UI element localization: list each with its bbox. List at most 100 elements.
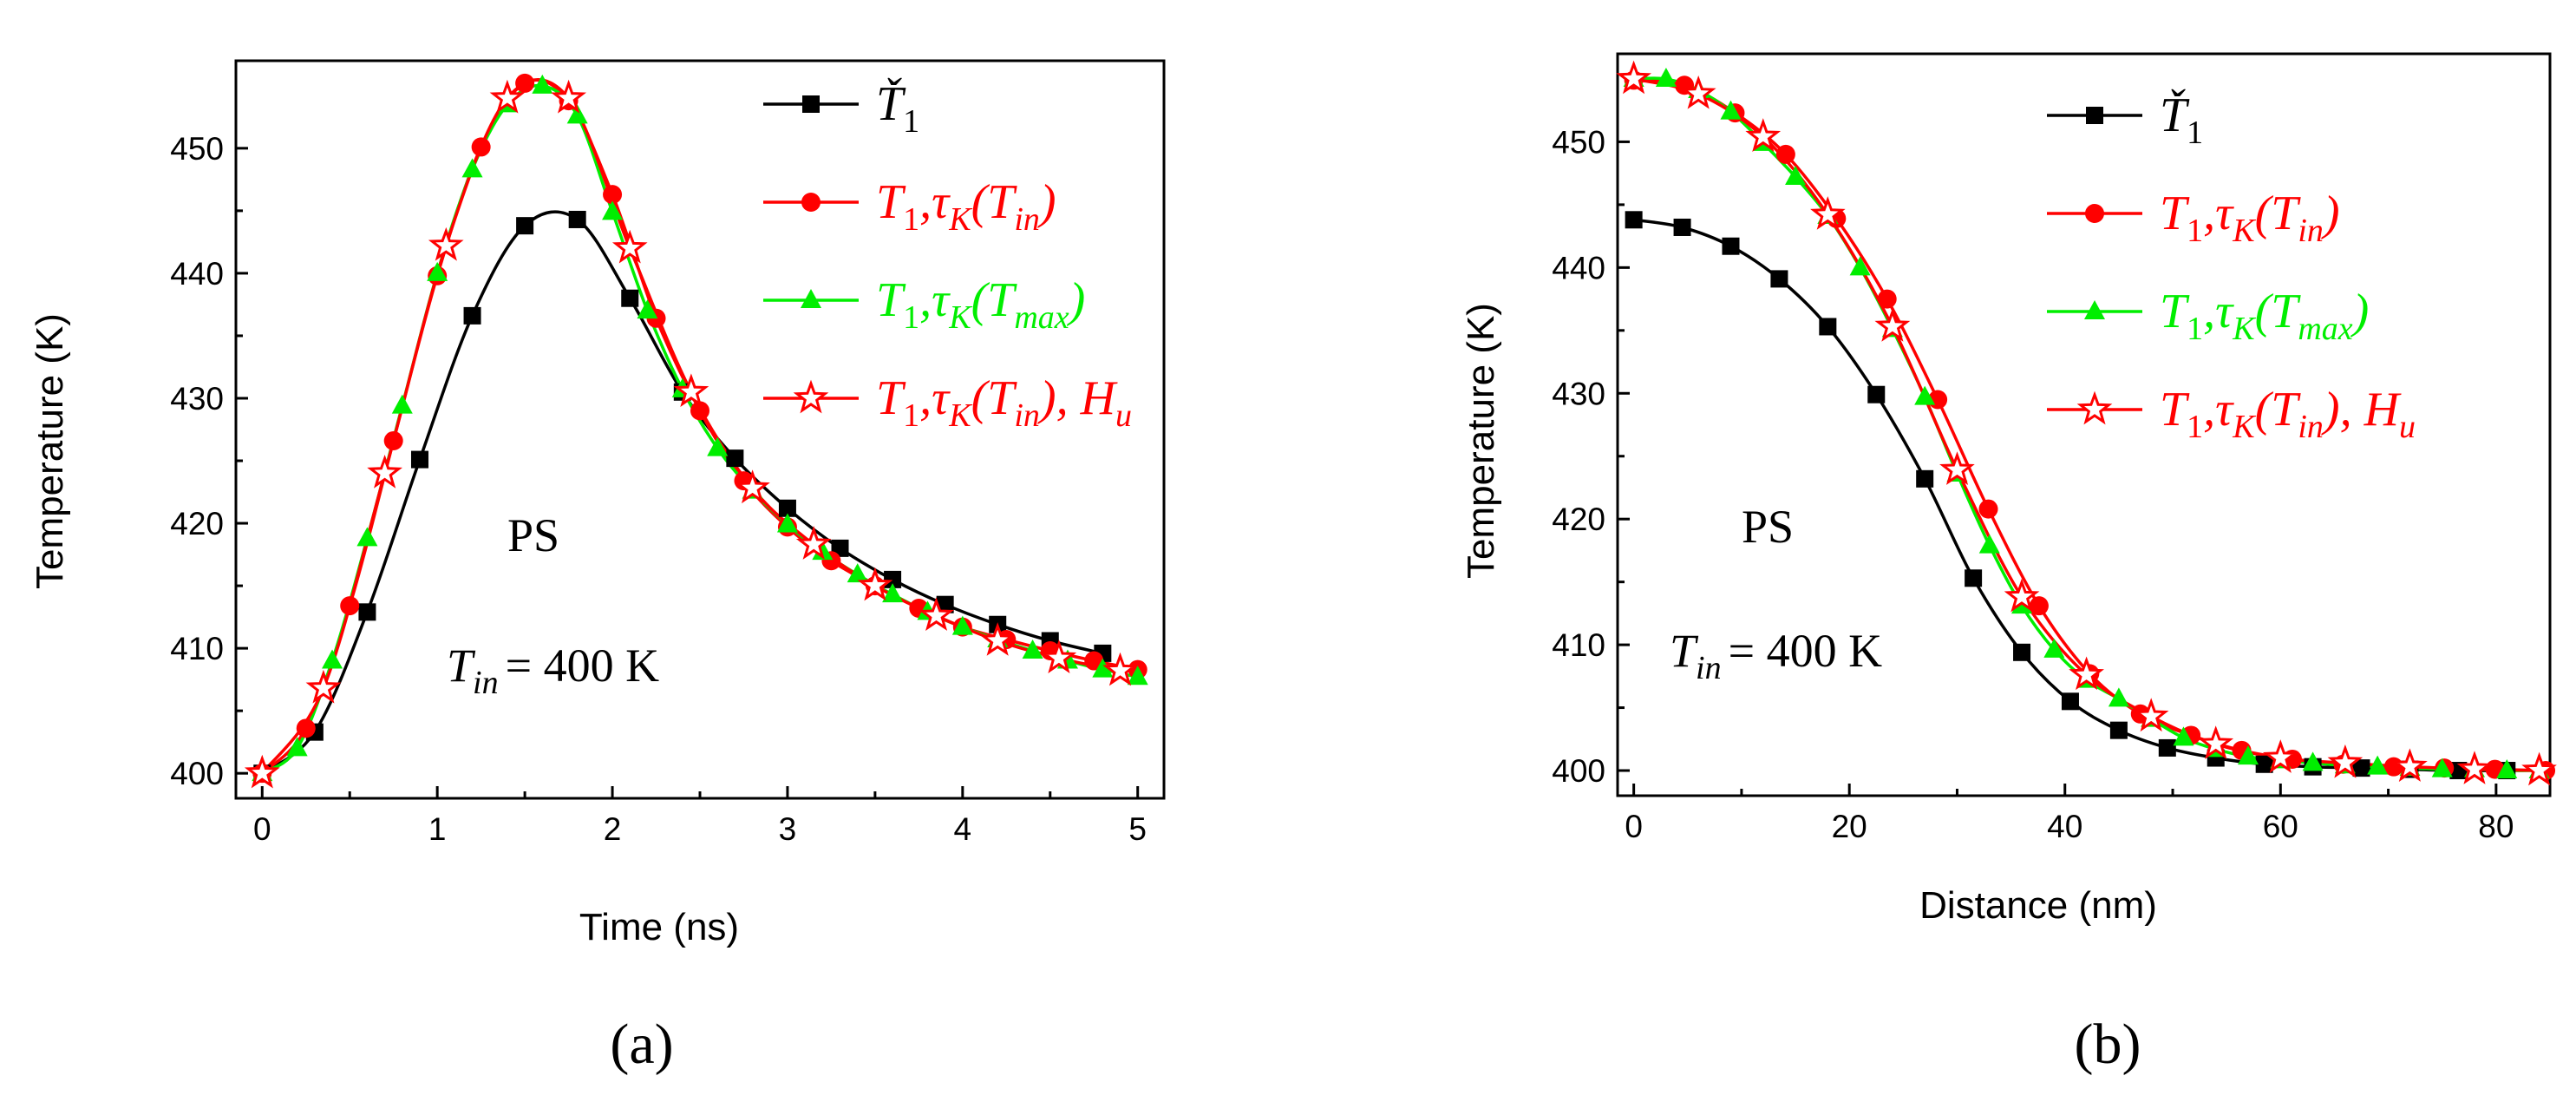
- y-tick-label: 430: [170, 381, 224, 417]
- data-point-series-3: [1785, 166, 1807, 186]
- data-point-series-1: [1673, 218, 1691, 236]
- x-tick-label: 0: [1625, 809, 1643, 844]
- data-point-series-1: [778, 499, 796, 517]
- data-point-series-1: [1625, 211, 1643, 229]
- legend-entry-4: T1,τK(Tin), Hu: [2160, 383, 2416, 445]
- data-point-series-3: [2173, 726, 2194, 746]
- legend-entry-4: T1,τK(Tin), Hu: [876, 371, 1132, 434]
- data-point-series-4: [2327, 744, 2364, 778]
- data-point-series-2: [690, 401, 709, 421]
- data-point-series-1: [884, 570, 902, 588]
- data-point-series-3: [776, 513, 798, 533]
- x-tick-label: 4: [954, 811, 972, 847]
- data-point-series-3: [602, 200, 624, 220]
- data-point-series-2: [471, 137, 491, 157]
- data-point-series-4: [2262, 739, 2298, 773]
- data-point-series-3: [1720, 100, 1742, 120]
- data-point-series-3: [2496, 759, 2518, 779]
- data-point-series-4: [979, 622, 1016, 656]
- data-point-series-3: [1978, 534, 2000, 554]
- data-point-series-4: [428, 226, 464, 261]
- data-point-series-2: [1978, 499, 1998, 519]
- legend-entry-2: T1,τK(Tin): [2160, 187, 2340, 249]
- data-point-series-4: [1102, 652, 1138, 686]
- legend-marker: [802, 95, 820, 113]
- data-point-series-1: [936, 595, 954, 613]
- data-point-series-4: [2456, 751, 2493, 784]
- panel-a-label: (a): [610, 1013, 673, 1076]
- y-tick-label: 450: [170, 131, 224, 167]
- y-tick-label: 440: [170, 256, 224, 292]
- legend-entry-1: Ť1: [876, 77, 919, 140]
- panel-a-ticks: 0 1 2 3 4 5 400 410 420 430 440 450: [170, 131, 1147, 847]
- data-point-series-3: [951, 615, 973, 635]
- x-tick-label: 40: [2047, 809, 2082, 844]
- x-tick-label: 2: [604, 811, 622, 847]
- y-tick-label: 440: [1552, 250, 1605, 285]
- data-point-series-1: [516, 217, 534, 235]
- data-point-series-3: [391, 394, 413, 414]
- x-tick-label: 1: [428, 811, 447, 847]
- data-point-series-1: [1867, 385, 1886, 403]
- data-point-series-3: [1022, 640, 1043, 659]
- y-tick-label: 400: [170, 756, 224, 791]
- legend-marker: [2076, 390, 2113, 425]
- data-point-series-3: [2367, 755, 2389, 775]
- y-tick-label: 450: [1552, 124, 1605, 160]
- data-point-series-1: [1819, 318, 1837, 336]
- data-point-series-3: [2302, 751, 2324, 771]
- data-point-series-4: [1874, 308, 1911, 342]
- x-tick-label: 3: [779, 811, 797, 847]
- data-point-series-4: [367, 454, 402, 489]
- data-point-series-1: [1722, 237, 1740, 255]
- data-point-series-4: [1745, 118, 1782, 152]
- data-point-series-3: [1655, 67, 1677, 87]
- data-point-series-4: [551, 79, 587, 114]
- series-line-1: [1633, 218, 2507, 772]
- panel-b-annotation-material: PS: [1742, 501, 1794, 553]
- panel-a-x-axis-label: Time (ns): [579, 906, 739, 948]
- panel-b-chart: 0 20 40 60 80 400 410 420 430 440 450 Ť1 T1,τK(Tin)…: [1460, 52, 2557, 1076]
- data-point-series-1: [2255, 755, 2273, 773]
- data-point-series-4: [1616, 60, 1651, 95]
- data-point-series-3: [2108, 687, 2129, 707]
- panel-a-legend: Ť1 T1,τK(Tin) T1,τK(Tmax) T1,τK(Tin), Hu: [763, 77, 1132, 434]
- data-point-series-4: [857, 567, 893, 601]
- data-point-series-1: [1965, 569, 1983, 587]
- panel-a-chart: 0 1 2 3 4 5 400 410 420 430 440 450 Ť1 T1,τK(Tin) T1,…: [29, 59, 1166, 1076]
- y-tick-label: 420: [170, 506, 224, 541]
- data-point-series-3: [2238, 745, 2259, 765]
- data-point-series-3: [566, 104, 588, 124]
- data-point-series-4: [305, 669, 342, 704]
- data-point-series-3: [2431, 758, 2453, 777]
- panel-b-y-axis-label: Temperature (K): [1460, 303, 1502, 579]
- data-point-series-3: [1849, 256, 1871, 276]
- x-tick-label: 80: [2478, 809, 2514, 844]
- data-point-series-2: [603, 185, 623, 205]
- x-tick-label: 60: [2263, 809, 2298, 844]
- data-point-series-1: [1916, 469, 1934, 488]
- panel-b-label: (b): [2075, 1013, 2141, 1076]
- panel-b-series: [1616, 60, 2557, 786]
- data-point-series-4: [611, 229, 648, 264]
- x-tick-label: 5: [1128, 811, 1147, 847]
- data-point-series-2: [340, 596, 360, 616]
- data-point-series-4: [489, 79, 526, 114]
- legend-marker: [2084, 300, 2105, 319]
- data-point-series-2: [383, 430, 403, 450]
- panel-a-y-axis-label: Temperature (K): [29, 313, 71, 589]
- panel-b-ticks: 0 20 40 60 80 400 410 420 430 440 450: [1552, 124, 2514, 844]
- data-point-series-3: [1127, 666, 1148, 685]
- y-tick-label: 410: [1552, 627, 1605, 663]
- data-point-series-2: [1084, 651, 1104, 671]
- data-point-series-2: [1775, 144, 1795, 164]
- panel-b-x-axis-label: Distance (nm): [1919, 884, 2157, 927]
- y-tick-label: 400: [1552, 753, 1605, 789]
- legend-entry-3: T1,τK(Tmax): [876, 273, 1085, 336]
- data-point-series-3: [532, 74, 553, 94]
- data-point-series-1: [726, 449, 744, 468]
- data-point-series-3: [356, 527, 378, 547]
- data-point-series-3: [1092, 658, 1114, 678]
- data-point-series-3: [322, 649, 343, 669]
